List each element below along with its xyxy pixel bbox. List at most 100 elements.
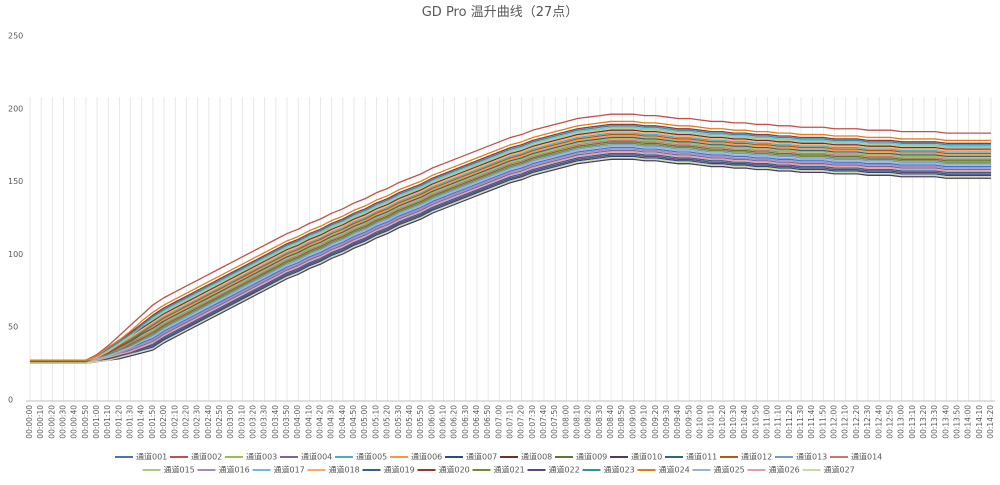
legend-item: 通道015: [142, 465, 195, 475]
x-tick-label: 00:08:40: [606, 405, 615, 439]
y-tick-label: 150: [8, 177, 23, 186]
x-tick-label: 00:08:10: [573, 405, 582, 439]
x-tick-label: 00:05:50: [416, 405, 425, 439]
legend-item: 通道017: [252, 465, 305, 475]
x-tick-label: 00:01:20: [114, 405, 123, 439]
x-tick-label: 00:10:10: [707, 405, 716, 439]
series-line: [30, 126, 991, 361]
series-line: [30, 133, 991, 361]
legend-item: 通道011: [665, 452, 717, 462]
legend-label: 通道011: [686, 452, 717, 462]
legend-label: 通道018: [329, 465, 360, 475]
x-tick-label: 00:03:10: [237, 405, 246, 439]
legend-item: 通道022: [527, 465, 580, 475]
legend-label: 通道016: [219, 465, 250, 475]
legend-item: 通道023: [582, 465, 635, 475]
x-tick-label: 00:04:20: [316, 405, 325, 439]
legend-label: 通道024: [659, 465, 690, 475]
x-tick-label: 00:00:40: [70, 405, 79, 439]
legend-label: 通道025: [714, 465, 745, 475]
legend-label: 通道020: [439, 465, 470, 475]
x-tick-label: 00:12:40: [874, 405, 883, 439]
x-tick-label: 00:13:50: [952, 405, 961, 439]
x-tick-label: 00:03:30: [260, 405, 269, 439]
legend-item: 通道010: [610, 452, 662, 462]
x-tick-label: 00:10:30: [729, 405, 738, 439]
series-line: [30, 128, 991, 361]
x-tick-label: 00:09:40: [673, 405, 682, 439]
x-tick-label: 00:01:40: [137, 405, 146, 439]
legend-item: 通道027: [802, 465, 855, 475]
legend-label: 通道001: [136, 452, 167, 462]
x-tick-label: 00:02:40: [204, 405, 213, 439]
legend-item: 通道020: [417, 465, 470, 475]
x-tick-label: 00:01:00: [92, 405, 101, 439]
x-tick-label: 00:05:10: [371, 405, 380, 439]
legend-item: 通道008: [500, 452, 552, 462]
x-tick-label: 00:09:20: [651, 405, 660, 439]
series-line: [30, 149, 991, 364]
x-tick-label: 00:11:10: [774, 405, 783, 439]
series-line: [30, 123, 991, 361]
x-tick-label: 00:04:30: [327, 405, 336, 439]
x-tick-label: 00:12:50: [885, 405, 894, 439]
x-tick-label: 00:00:10: [36, 405, 45, 439]
legend-item: 通道006: [390, 452, 442, 462]
legend-label: 通道015: [164, 465, 195, 475]
x-tick-label: 00:05:20: [383, 405, 392, 439]
series-line: [30, 132, 991, 361]
x-tick-label: 00:13:20: [919, 405, 928, 439]
legend-item: 通道005: [335, 452, 387, 462]
x-tick-label: 00:10:00: [695, 405, 704, 439]
x-tick-label: 00:06:50: [483, 405, 492, 439]
legend-label: 通道026: [769, 465, 800, 475]
x-tick-label: 00:07:10: [506, 405, 515, 439]
x-tick-label: 00:03:20: [248, 405, 257, 439]
legend-label: 通道006: [411, 452, 442, 462]
x-tick-label: 00:01:10: [103, 405, 112, 439]
x-tick-label: 00:01:50: [148, 405, 157, 439]
y-tick-label: 100: [8, 250, 23, 259]
legend-label: 通道002: [191, 452, 222, 462]
series-line: [30, 135, 991, 361]
x-tick-label: 00:10:50: [751, 405, 760, 439]
x-tick-label: 00:14:00: [964, 405, 973, 439]
y-tick-label: 200: [8, 104, 23, 113]
series-line: [30, 120, 991, 361]
series-line: [30, 125, 991, 361]
y-tick-label: 50: [8, 323, 18, 332]
x-tick-label: 00:06:40: [472, 405, 481, 439]
x-tick-label: 00:00:20: [47, 405, 56, 439]
x-tick-label: 00:14:20: [986, 405, 995, 439]
y-tick-label: 250: [8, 32, 23, 41]
legend-label: 通道023: [604, 465, 635, 475]
x-tick-label: 00:08:50: [617, 405, 626, 439]
x-tick-label: 00:00:00: [25, 405, 34, 439]
x-tick-label: 00:11:00: [763, 405, 772, 439]
legend-label: 通道007: [466, 452, 497, 462]
legend-item: 通道002: [170, 452, 222, 462]
legend-label: 通道027: [824, 465, 855, 475]
legend-label: 通道012: [741, 452, 772, 462]
x-tick-label: 00:03:40: [271, 405, 280, 439]
x-tick-label: 00:06:20: [450, 405, 459, 439]
x-tick-label: 00:11:40: [807, 405, 816, 439]
legend-label: 通道008: [521, 452, 552, 462]
legend-item: 通道024: [637, 465, 690, 475]
x-tick-label: 00:12:20: [852, 405, 861, 439]
x-tick-label: 00:02:30: [193, 405, 202, 439]
legend-label: 通道009: [576, 452, 607, 462]
x-tick-label: 00:03:50: [282, 405, 291, 439]
series-line: [30, 145, 991, 364]
legend-label: 通道004: [301, 452, 332, 462]
legend-label: 通道013: [796, 452, 827, 462]
legend-label: 通道019: [384, 465, 415, 475]
legend-item: 通道009: [555, 452, 607, 462]
x-tick-label: 00:11:30: [796, 405, 805, 439]
legend-item: 通道004: [280, 452, 332, 462]
legend-item: 通道013: [775, 452, 827, 462]
x-tick-label: 00:12:00: [830, 405, 839, 439]
series-line: [30, 139, 991, 361]
